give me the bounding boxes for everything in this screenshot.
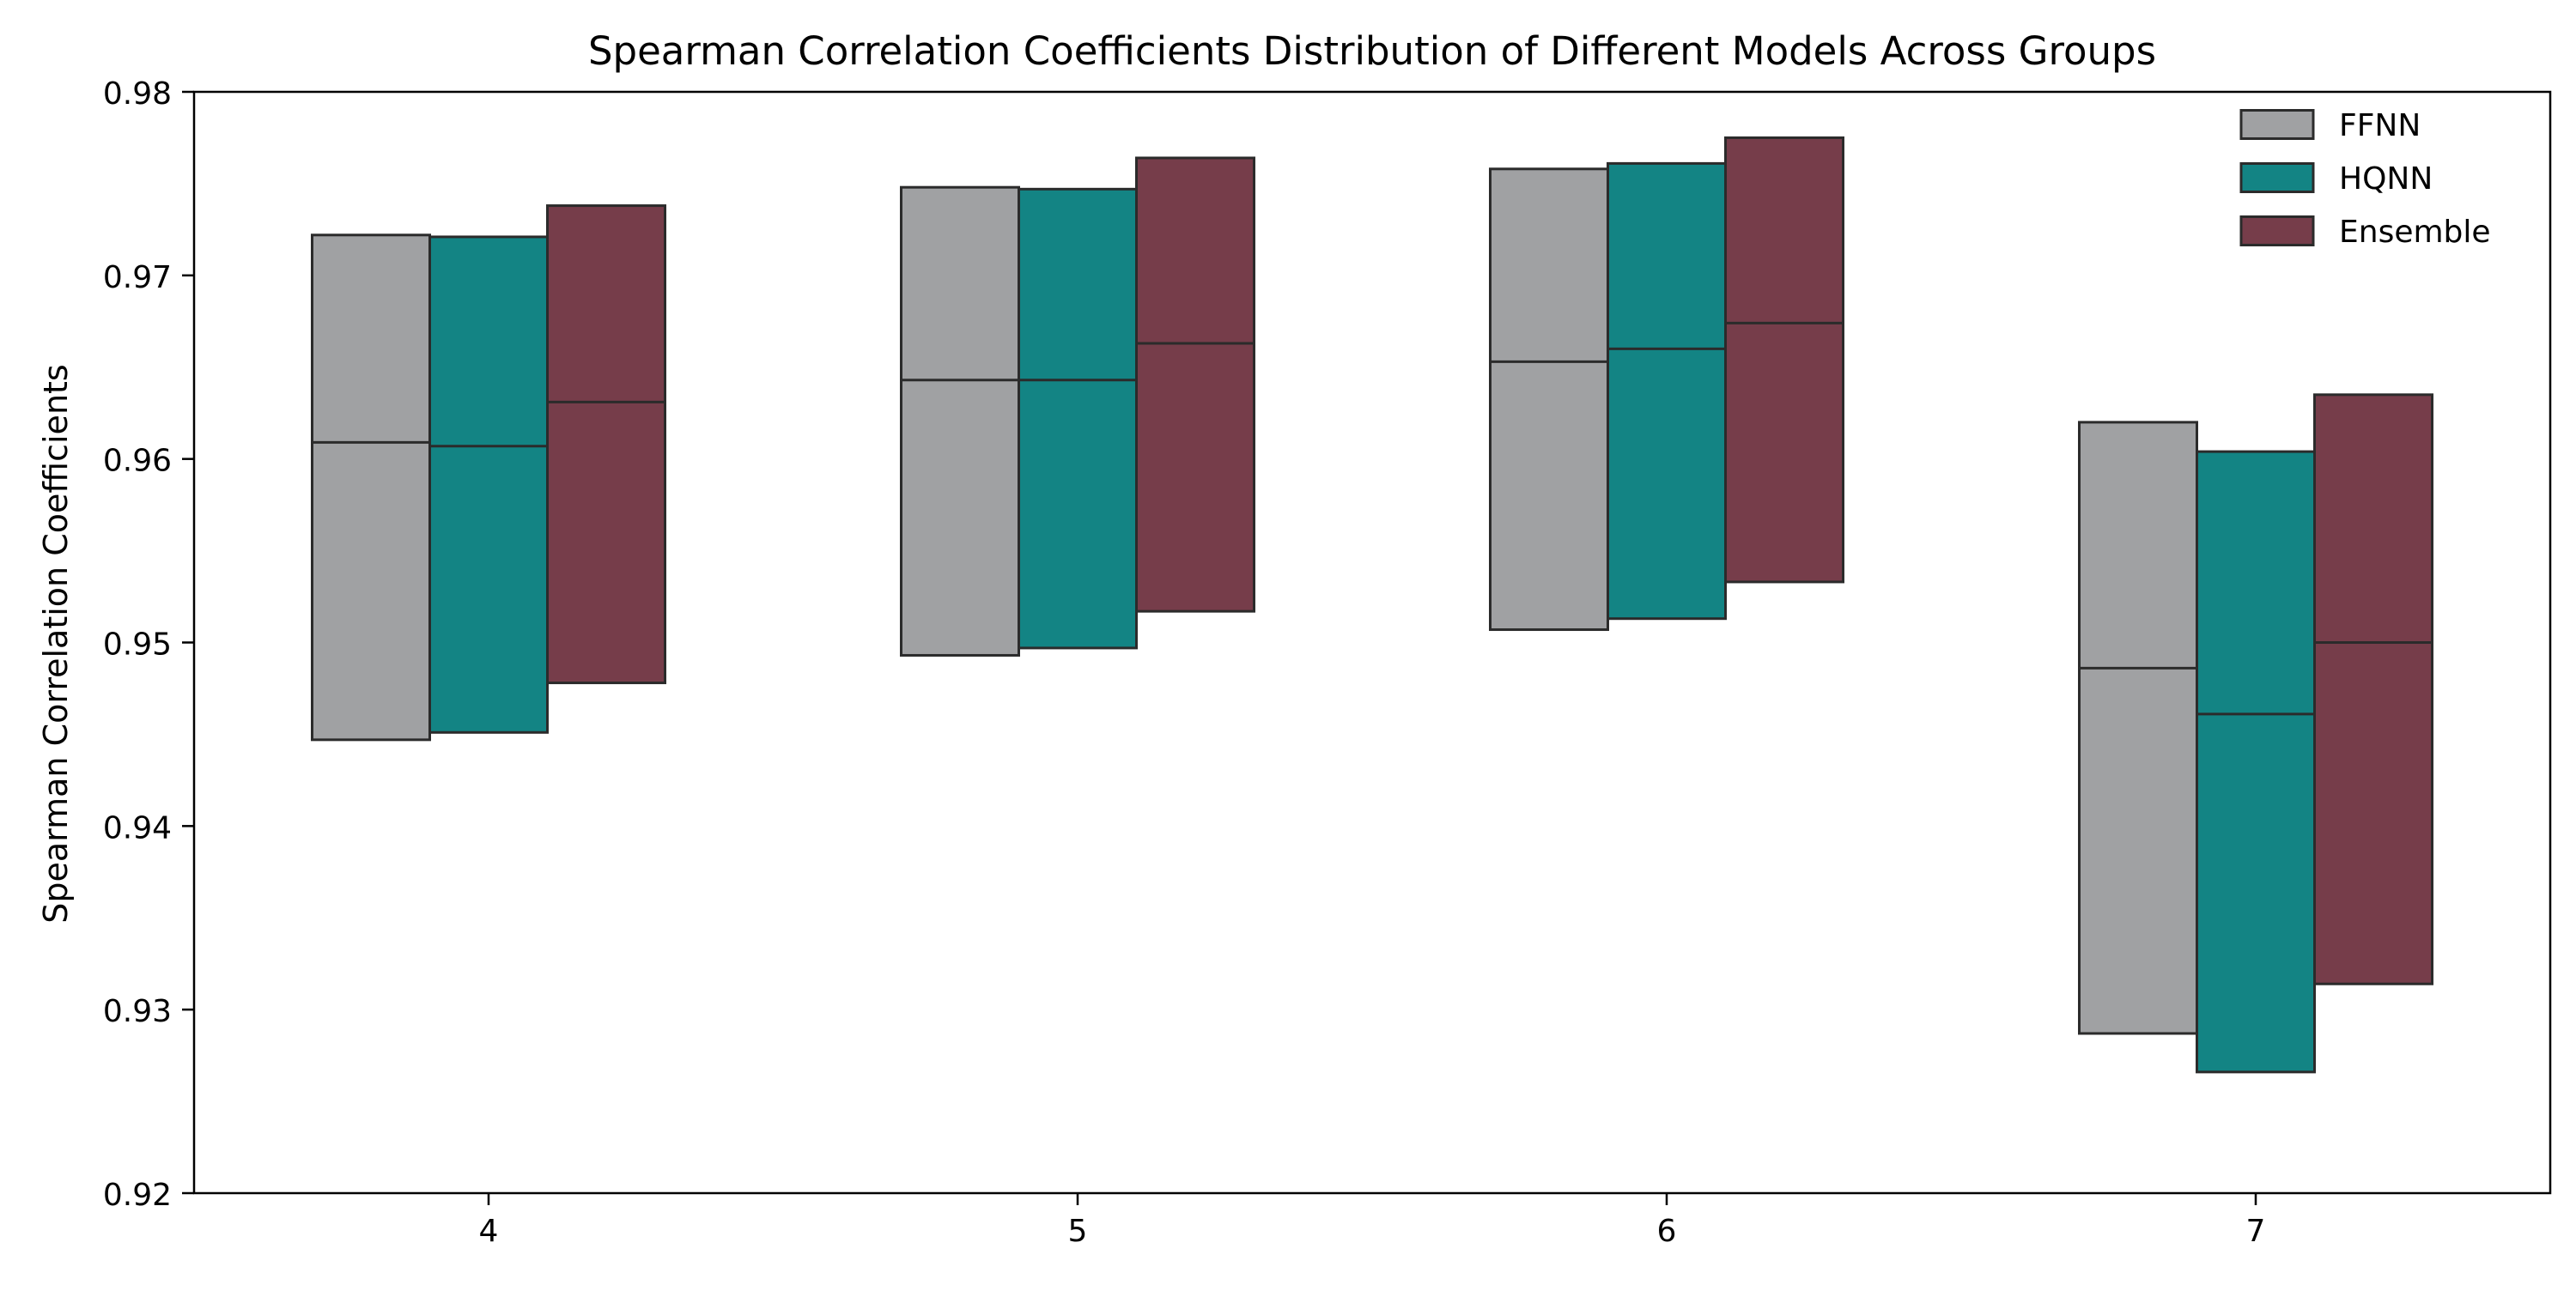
- y-tick-label: 0.95: [103, 627, 172, 663]
- axes: 0.92 0.93 0.94 0.95 0.96 0.97 0.98 4 5 6 7: [103, 76, 2552, 1249]
- y-tick-label: 0.96: [103, 444, 172, 479]
- box-ffnn-group-5: [900, 185, 1020, 657]
- box-hqnn-group-5: [1018, 187, 1138, 650]
- legend: FFNN HQNN Ensemble: [2239, 108, 2491, 250]
- chart-title: Spearman Correlation Coefficients Distri…: [588, 28, 2156, 74]
- legend-label-ensemble: Ensemble: [2339, 215, 2491, 250]
- y-tick-label: 0.93: [103, 994, 172, 1029]
- legend-swatch-ffnn: [2239, 109, 2315, 140]
- box-ensemble-group-4: [546, 204, 666, 685]
- y-tick-label: 0.94: [103, 810, 172, 846]
- box-ensemble-group-5: [1135, 156, 1255, 613]
- x-tick-label: 7: [2246, 1214, 2266, 1249]
- legend-swatch-hqnn: [2239, 162, 2315, 193]
- box-hqnn-group-4: [428, 235, 549, 734]
- y-axis-label: Spearman Correlation Coefficients: [37, 364, 75, 923]
- legend-label-ffnn: FFNN: [2339, 108, 2421, 143]
- box-ffnn-group-7: [2078, 421, 2198, 1035]
- x-tick-label: 5: [1068, 1214, 1088, 1249]
- box-ensemble-group-6: [1724, 136, 1844, 584]
- plot-area: [311, 136, 2433, 1074]
- x-tick-label: 4: [479, 1214, 499, 1249]
- box-hqnn-group-7: [2196, 450, 2316, 1074]
- box-ffnn-group-4: [311, 233, 431, 742]
- x-tick-label: 6: [1657, 1214, 1677, 1249]
- box-hqnn-group-6: [1607, 161, 1727, 621]
- y-tick-label: 0.97: [103, 260, 172, 295]
- y-tick-label: 0.92: [103, 1178, 172, 1213]
- legend-swatch-ensemble: [2239, 215, 2315, 246]
- y-tick-label: 0.98: [103, 76, 172, 112]
- box-ffnn-group-6: [1489, 167, 1609, 632]
- legend-label-hqnn: HQNN: [2339, 161, 2433, 197]
- box-ensemble-group-7: [2313, 393, 2433, 985]
